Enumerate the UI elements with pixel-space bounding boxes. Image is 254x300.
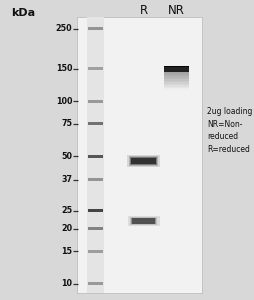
Bar bbox=[165, 81, 188, 84]
Bar bbox=[165, 87, 188, 90]
Text: 10: 10 bbox=[61, 279, 72, 288]
Text: NR: NR bbox=[168, 4, 185, 17]
Text: 37: 37 bbox=[61, 176, 72, 184]
Bar bbox=[165, 66, 188, 72]
Bar bbox=[87, 16, 104, 292]
Bar bbox=[130, 217, 157, 225]
Bar bbox=[165, 76, 188, 80]
Bar bbox=[127, 155, 160, 167]
Bar bbox=[88, 122, 103, 125]
Bar bbox=[132, 158, 155, 164]
Text: kDa: kDa bbox=[11, 8, 35, 17]
Bar bbox=[88, 178, 103, 182]
Bar bbox=[131, 218, 156, 224]
Text: R: R bbox=[139, 4, 148, 17]
Bar bbox=[165, 84, 188, 87]
Bar bbox=[88, 282, 103, 285]
Bar bbox=[165, 80, 188, 82]
Bar bbox=[128, 216, 160, 226]
Bar bbox=[165, 74, 188, 76]
Bar bbox=[129, 156, 158, 166]
Bar bbox=[77, 16, 202, 292]
Text: 100: 100 bbox=[56, 97, 72, 106]
Bar bbox=[88, 68, 103, 70]
Bar bbox=[88, 227, 103, 230]
Bar bbox=[88, 154, 103, 158]
Bar bbox=[88, 100, 103, 103]
Bar bbox=[88, 250, 103, 253]
Text: 15: 15 bbox=[61, 247, 72, 256]
Text: 25: 25 bbox=[61, 206, 72, 215]
Text: 75: 75 bbox=[61, 119, 72, 128]
Bar bbox=[165, 66, 188, 67]
Bar bbox=[165, 82, 188, 85]
Text: 2ug loading
NR=Non-
reduced
R=reduced: 2ug loading NR=Non- reduced R=reduced bbox=[207, 107, 252, 154]
Bar bbox=[165, 70, 188, 74]
Bar bbox=[165, 72, 188, 75]
Text: 150: 150 bbox=[56, 64, 72, 74]
Bar bbox=[165, 85, 188, 88]
Bar bbox=[165, 75, 188, 78]
Bar bbox=[131, 157, 156, 165]
Text: 250: 250 bbox=[56, 24, 72, 33]
Bar bbox=[165, 78, 188, 81]
Text: 20: 20 bbox=[61, 224, 72, 233]
Bar bbox=[132, 218, 155, 224]
Text: 50: 50 bbox=[61, 152, 72, 160]
Bar bbox=[88, 209, 103, 212]
Bar bbox=[88, 27, 103, 30]
